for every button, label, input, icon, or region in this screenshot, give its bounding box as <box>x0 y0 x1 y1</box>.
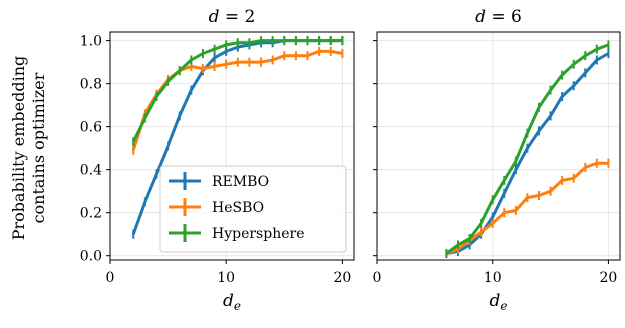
y-tick-label: 0.8 <box>80 77 102 93</box>
plot-frame <box>376 31 621 261</box>
plot-frame <box>109 31 355 261</box>
y-axis-label-line-1: Probability embedding <box>9 56 28 240</box>
y-axis-label-line-2: contains optimizer <box>29 72 48 223</box>
x-tick-label: 10 <box>484 270 502 286</box>
panel-d2: 0 10 20 0.0 0.2 0.4 0.6 0.8 1.0 d = 2 de REMBO HeSBO… <box>80 7 355 313</box>
legend-label-rembo: REMBO <box>212 174 269 190</box>
x-tick-label: 20 <box>333 270 351 286</box>
legend-label-hesbo: HeSBO <box>212 200 264 216</box>
legend-box <box>159 165 347 253</box>
panel-title: d = 2 <box>209 7 256 27</box>
panel-title: d = 6 <box>475 7 522 27</box>
y-axis-label: Probability embedding contains optimizer <box>9 56 48 240</box>
y-tick-label: 0.2 <box>80 206 102 222</box>
legend: REMBO HeSBO Hypersphere <box>159 165 347 253</box>
y-tick-label: 0.0 <box>80 249 102 265</box>
y-tick-label: 1.0 <box>80 34 102 50</box>
x-tick-label: 20 <box>600 270 618 286</box>
x-tick-label: 0 <box>373 270 382 286</box>
series-line-hesbo <box>445 161 609 255</box>
x-tick-label: 0 <box>106 270 115 286</box>
x-axis-label: de <box>490 291 508 313</box>
y-tick-label: 0.4 <box>80 163 102 179</box>
x-axis-label: de <box>223 291 241 313</box>
panel-d6: 0 10 20 d = 6 de <box>373 7 621 313</box>
legend-label-hypersphere: Hypersphere <box>212 226 304 242</box>
x-tick-label: 10 <box>217 270 235 286</box>
y-tick-label: 0.6 <box>80 120 102 136</box>
